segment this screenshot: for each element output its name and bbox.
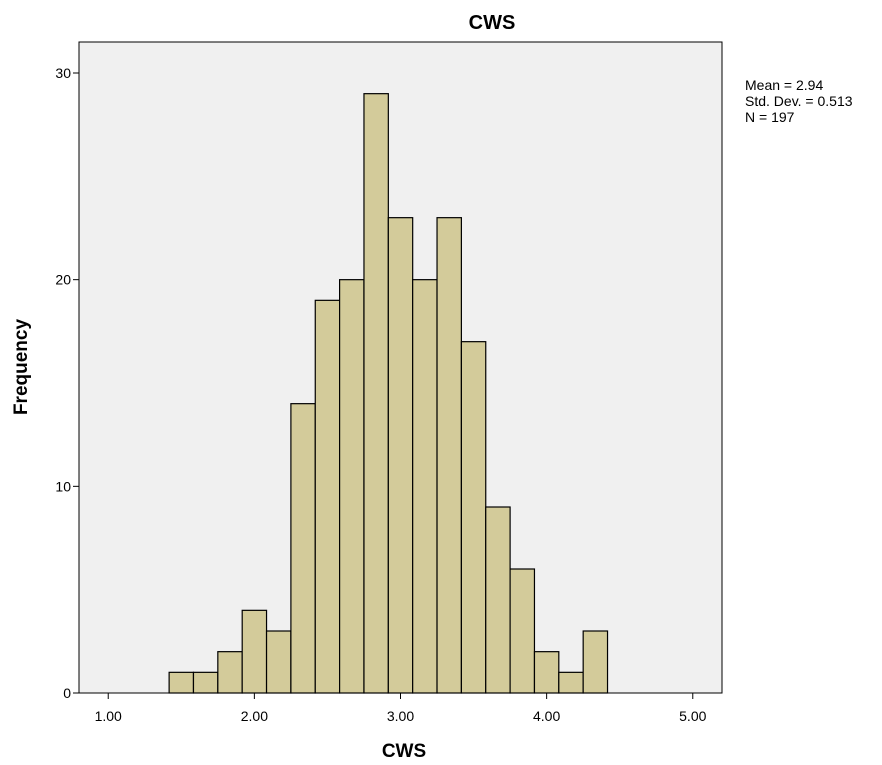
y-axis-label: Frequency xyxy=(11,319,32,416)
stat-mean: Mean = 2.94 xyxy=(745,77,823,93)
y-tick-label: 20 xyxy=(55,272,71,288)
bars-group xyxy=(168,93,609,694)
histogram-bar xyxy=(217,651,243,694)
x-tick-label: 4.00 xyxy=(533,708,560,724)
y-tick-label: 10 xyxy=(55,478,71,494)
x-axis: 1.00 2.00 3.00 4.00 5.00 xyxy=(95,693,707,724)
histogram-bar xyxy=(168,671,195,694)
stats-box: Mean = 2.94 Std. Dev. = 0.513 N = 197 xyxy=(745,77,853,125)
histogram-bar xyxy=(460,341,487,694)
histogram-bar xyxy=(533,651,560,694)
histogram-bar xyxy=(412,279,438,694)
histogram-bar xyxy=(436,217,462,694)
histogram-bar xyxy=(387,217,414,694)
histogram-bar xyxy=(339,279,365,694)
stat-n: N = 197 xyxy=(745,109,795,125)
histogram-bar xyxy=(241,609,268,694)
histogram-bar xyxy=(265,630,292,694)
x-tick-label: 2.00 xyxy=(241,708,268,724)
histogram-bar xyxy=(290,403,316,694)
histogram-bar xyxy=(558,671,584,694)
x-axis-label: CWS xyxy=(382,741,426,762)
histogram-bar xyxy=(485,506,511,694)
y-axis: 0 10 20 30 xyxy=(55,65,79,701)
histogram-bar xyxy=(582,630,609,694)
histogram-bar xyxy=(314,299,341,694)
y-tick-label: 30 xyxy=(55,65,71,81)
histogram-bar xyxy=(192,671,219,694)
histogram-bar xyxy=(509,568,536,694)
stat-std-dev: Std. Dev. = 0.513 xyxy=(745,93,853,109)
x-tick-label: 5.00 xyxy=(679,708,706,724)
y-tick-label: 0 xyxy=(63,685,71,701)
histogram-bar xyxy=(363,93,389,694)
chart-title: CWS xyxy=(469,12,516,34)
x-tick-label: 1.00 xyxy=(95,708,122,724)
x-tick-label: 3.00 xyxy=(387,708,414,724)
